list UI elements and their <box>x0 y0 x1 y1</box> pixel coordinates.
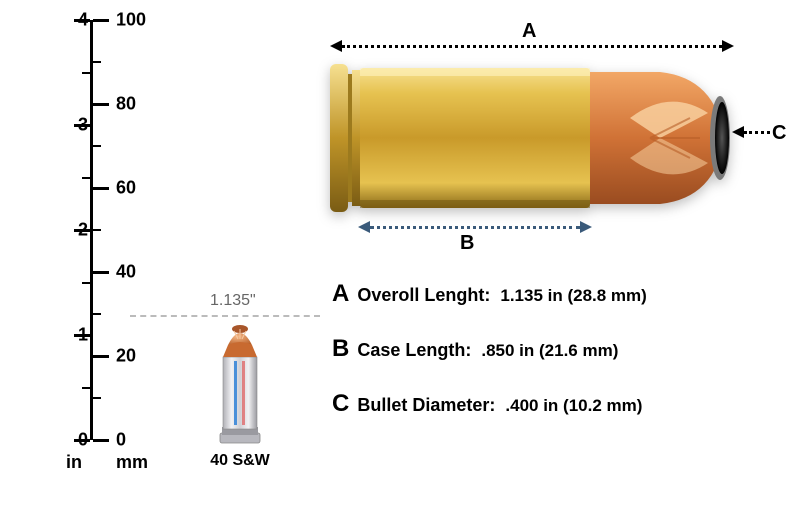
spec-letter-B: B <box>332 335 349 363</box>
tick-mm-minor-3 <box>93 145 101 147</box>
big-cartridge <box>330 58 730 218</box>
tick-mm-0 <box>93 439 109 442</box>
tick-mm-minor-2 <box>93 229 101 231</box>
dim-c-label: C <box>772 122 786 145</box>
dim-b-line <box>370 226 580 229</box>
dim-b-arrow-left <box>358 221 370 233</box>
height-label: 1.135" <box>210 292 256 310</box>
spec-row-A: A Overoll Lenght: 1.135 in (28.8 mm) <box>332 280 647 308</box>
small-cartridge <box>210 315 270 445</box>
tick-mm-label-20: 20 <box>116 346 136 367</box>
dim-c-line <box>744 131 770 134</box>
spec-letter-A: A <box>332 280 349 308</box>
dim-a-label: A <box>522 20 536 43</box>
dim-b-label: B <box>460 232 474 255</box>
ruler: 01234020406080100 in mm <box>30 20 190 480</box>
spec-row-B: B Case Length: .850 in (21.6 mm) <box>332 335 618 363</box>
tick-mm-label-100: 100 <box>116 10 146 31</box>
dim-a-arrow-right <box>722 40 734 52</box>
axis-label-in: in <box>66 452 82 473</box>
tick-mm-minor-1 <box>93 313 101 315</box>
tick-mm-minor-0 <box>93 397 101 399</box>
big-cartridge-svg <box>330 58 730 218</box>
tick-in-label-4: 4 <box>78 10 88 31</box>
tick-in-label-2: 2 <box>78 220 88 241</box>
axis-label-mm: mm <box>116 452 148 473</box>
dim-c-arrow-left <box>732 126 744 138</box>
tick-mm-60 <box>93 187 109 190</box>
tick-in-minor-0 <box>82 387 90 389</box>
tick-mm-20 <box>93 355 109 358</box>
spec-letter-C: C <box>332 390 349 418</box>
tick-mm-minor-4 <box>93 61 101 63</box>
tick-in-label-0: 0 <box>78 430 88 451</box>
tick-in-label-1: 1 <box>78 325 88 346</box>
tick-mm-80 <box>93 103 109 106</box>
dim-a-arrow-left <box>330 40 342 52</box>
tick-mm-label-0: 0 <box>116 430 126 451</box>
small-cartridge-name: 40 S&W <box>200 452 280 470</box>
spec-name-B: Case Length: <box>357 340 471 361</box>
small-cartridge-svg <box>210 315 270 445</box>
tick-mm-label-60: 60 <box>116 178 136 199</box>
spec-name-C: Bullet Diameter: <box>357 395 495 416</box>
spec-value-A: 1.135 in (28.8 mm) <box>500 286 646 306</box>
tick-mm-label-80: 80 <box>116 94 136 115</box>
tick-mm-100 <box>93 19 109 22</box>
tick-in-minor-3 <box>82 72 90 74</box>
tick-in-minor-1 <box>82 282 90 284</box>
tick-mm-40 <box>93 271 109 274</box>
dim-b-arrow-right <box>580 221 592 233</box>
dim-a-line <box>342 45 722 48</box>
spec-value-C: .400 in (10.2 mm) <box>505 396 642 416</box>
tick-mm-label-40: 40 <box>116 262 136 283</box>
tick-in-minor-2 <box>82 177 90 179</box>
spec-value-B: .850 in (21.6 mm) <box>481 341 618 361</box>
spec-row-C: C Bullet Diameter: .400 in (10.2 mm) <box>332 390 642 418</box>
spec-name-A: Overoll Lenght: <box>357 285 490 306</box>
tick-in-label-3: 3 <box>78 115 88 136</box>
